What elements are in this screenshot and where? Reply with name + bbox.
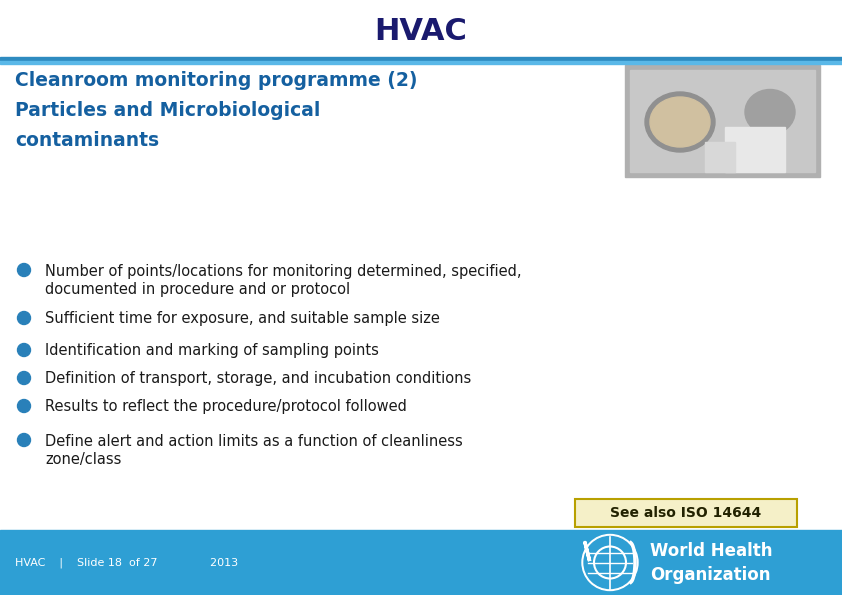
- Text: HVAC    |    Slide 18  of 27               2013: HVAC | Slide 18 of 27 2013: [15, 558, 238, 568]
- Circle shape: [584, 537, 636, 588]
- Text: HVAC: HVAC: [375, 17, 467, 46]
- Circle shape: [18, 343, 30, 356]
- Bar: [705, 142, 735, 172]
- Circle shape: [18, 371, 30, 384]
- Circle shape: [18, 264, 30, 277]
- Text: Identification and marking of sampling points: Identification and marking of sampling p…: [45, 343, 379, 358]
- Circle shape: [18, 399, 30, 412]
- Text: zone/class: zone/class: [45, 452, 121, 467]
- Bar: [0, 530, 842, 595]
- Circle shape: [18, 312, 30, 324]
- Bar: [630, 70, 815, 172]
- Ellipse shape: [650, 97, 710, 147]
- Text: Number of points/locations for monitoring determined, specified,: Number of points/locations for monitorin…: [45, 264, 521, 279]
- Text: Sufficient time for exposure, and suitable sample size: Sufficient time for exposure, and suitab…: [45, 311, 440, 325]
- Text: Organization: Organization: [650, 566, 770, 584]
- Text: Definition of transport, storage, and incubation conditions: Definition of transport, storage, and in…: [45, 371, 472, 386]
- Circle shape: [582, 534, 638, 590]
- Circle shape: [18, 434, 30, 446]
- Bar: [625, 65, 820, 177]
- Text: Particles and Microbiological: Particles and Microbiological: [15, 101, 320, 120]
- Text: Define alert and action limits as a function of cleanliness: Define alert and action limits as a func…: [45, 434, 463, 449]
- Bar: [725, 127, 785, 172]
- Text: See also ISO 14644: See also ISO 14644: [610, 506, 762, 520]
- Text: documented in procedure and or protocol: documented in procedure and or protocol: [45, 282, 350, 297]
- Bar: [0, 57, 842, 60]
- Bar: [0, 61, 842, 64]
- Text: World Health: World Health: [650, 542, 772, 560]
- Ellipse shape: [745, 89, 795, 134]
- FancyBboxPatch shape: [575, 499, 797, 527]
- Text: Cleanroom monitoring programme (2): Cleanroom monitoring programme (2): [15, 71, 418, 90]
- Text: Results to reflect the procedure/protocol followed: Results to reflect the procedure/protoco…: [45, 399, 407, 414]
- Ellipse shape: [645, 92, 715, 152]
- Text: contaminants: contaminants: [15, 131, 159, 150]
